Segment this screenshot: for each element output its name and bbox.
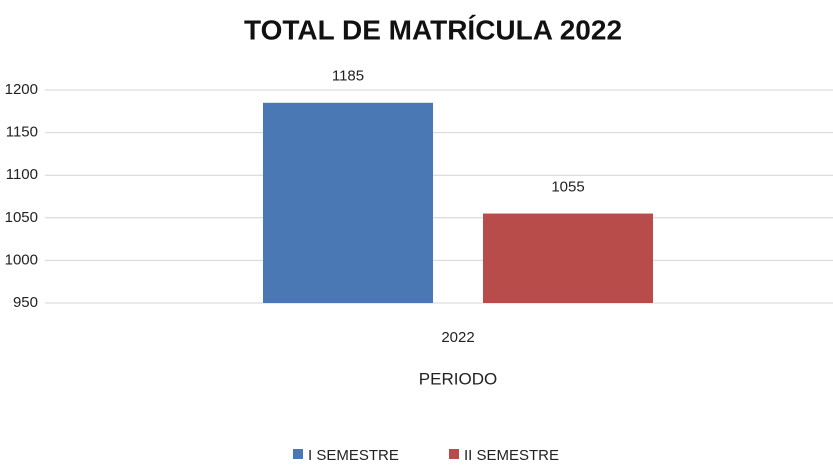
legend-swatch — [449, 449, 459, 459]
bar — [263, 102, 433, 303]
y-tick-label: 1000 — [5, 251, 38, 268]
y-tick-label: 1200 — [5, 81, 38, 98]
legend-label: I SEMESTRE — [308, 447, 399, 464]
data-label: 1055 — [551, 179, 584, 196]
legend-label: II SEMESTRE — [464, 447, 559, 464]
chart-title: TOTAL DE MATRÍCULA 2022 — [244, 14, 622, 45]
y-tick-label: 1100 — [6, 166, 38, 183]
x-tick-label: 2022 — [441, 329, 474, 346]
x-axis-label: PERIODO — [419, 369, 497, 388]
bar — [483, 213, 653, 303]
legend-swatch — [293, 449, 303, 459]
y-tick-label: 1150 — [6, 124, 38, 141]
data-label: 1185 — [332, 68, 364, 85]
y-tick-label: 1050 — [5, 209, 38, 226]
y-tick-label: 950 — [13, 294, 38, 311]
